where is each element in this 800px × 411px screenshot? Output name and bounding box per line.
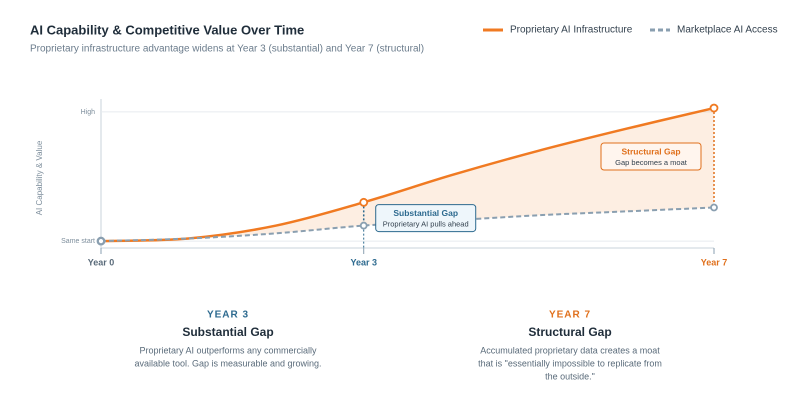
series-marker xyxy=(359,221,368,230)
panel-title: Substantial Gap xyxy=(182,325,273,339)
x-tick-label: Year 3 xyxy=(350,257,377,267)
gap-area xyxy=(101,108,714,242)
panel-text: that is "essentially impossible to repli… xyxy=(478,358,662,368)
panel-text: available tool. Gap is measurable and gr… xyxy=(134,358,321,368)
annotation-box xyxy=(375,204,477,233)
series-marker xyxy=(97,237,105,245)
annotation-title: Substantial Gap xyxy=(393,208,458,218)
series-marker xyxy=(710,203,718,212)
y-axis-label: AI Capability & Value xyxy=(35,140,44,215)
x-tick-label: Year 0 xyxy=(88,257,115,267)
panel-text: Proprietary AI outperforms any commercia… xyxy=(139,345,317,355)
panel-kicker: YEAR 7 xyxy=(549,310,591,321)
chart-subtitle: Proprietary infrastructure advantage wid… xyxy=(30,44,424,55)
chart-title: AI Capability & Competitive Value Over T… xyxy=(30,22,304,37)
panel-kicker: YEAR 3 xyxy=(207,310,249,321)
panel-text: the outside." xyxy=(545,371,595,381)
x-tick-label: Year 7 xyxy=(701,257,728,267)
legend-label: Proprietary AI Infrastructure xyxy=(510,25,633,36)
panel-text: Accumulated proprietary data creates a m… xyxy=(480,345,660,355)
series-marker xyxy=(359,197,369,207)
series-marker xyxy=(709,103,719,113)
annotation-text: Proprietary AI pulls ahead xyxy=(383,220,469,229)
legend-label: Marketplace AI Access xyxy=(677,25,778,36)
annotation-title: Structural Gap xyxy=(621,146,680,156)
annotation-text: Gap becomes a moat xyxy=(615,158,688,167)
y-tick-label: High xyxy=(81,109,96,116)
panel-title: Structural Gap xyxy=(528,325,611,339)
y-tick-label: Same start xyxy=(61,238,95,245)
annotation-box xyxy=(600,142,702,171)
